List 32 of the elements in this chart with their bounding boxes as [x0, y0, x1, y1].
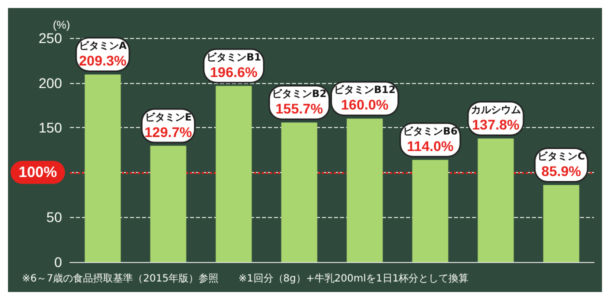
y-tick-label: 150: [38, 120, 62, 136]
data-label: 160.0%: [341, 96, 390, 113]
y-axis-title: (%): [52, 20, 70, 32]
data-label: 209.3%: [79, 52, 128, 68]
bar: [346, 118, 383, 262]
x-tick-label: ビタミンB6: [402, 125, 458, 138]
bar: [216, 86, 252, 262]
data-label: 129.7%: [144, 124, 193, 140]
y-tick-label: 50: [46, 209, 62, 226]
ref-line-label: 100%: [18, 164, 57, 181]
bar: [478, 138, 514, 262]
bar: [543, 185, 580, 262]
data-label: 137.8%: [472, 116, 520, 133]
x-tick-label: ビタミンA: [78, 40, 127, 52]
x-tick-label: ビタミンB12: [334, 84, 396, 96]
x-tick-label: ビタミンB1: [206, 51, 262, 64]
bar: [84, 74, 121, 262]
x-tick-label: ビタミンB2: [272, 88, 327, 100]
data-label: 114.0%: [406, 138, 454, 154]
data-label: 155.7%: [276, 100, 324, 116]
x-tick-label: カルシウム: [470, 105, 521, 116]
x-tick-label: ビタミンC: [538, 150, 585, 163]
bar: [281, 122, 318, 262]
bar: [412, 160, 448, 262]
bar: [150, 146, 186, 262]
x-tick-label: ビタミンE: [144, 111, 192, 124]
y-tick-label: 200: [38, 74, 62, 91]
data-label: 196.6%: [210, 64, 258, 80]
data-label: 85.9%: [541, 163, 582, 180]
y-tick-label: 250: [38, 30, 62, 46]
text: ※6～7歳の食品摂取基準（2015年版）参照 ※1回分（8g）+牛乳200mlを1日1杯分として換算: [22, 274, 469, 284]
y-tick-label: 0: [54, 254, 62, 270]
